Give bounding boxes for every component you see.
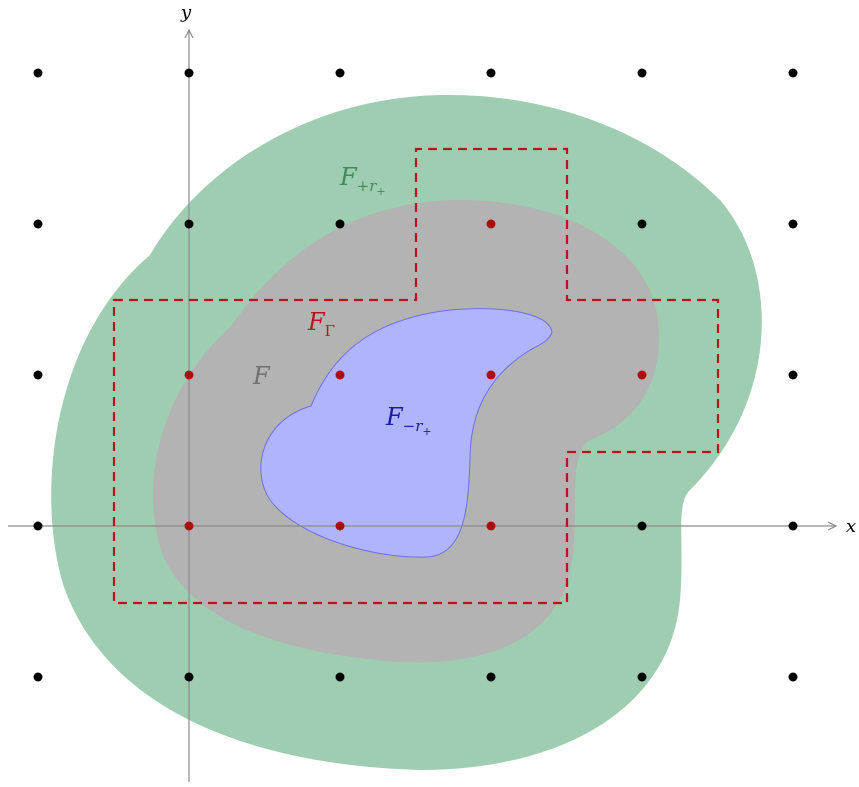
lattice-point [335,672,345,682]
lattice-point-highlighted [486,219,496,229]
label-f-minus-r: F−r+ [385,403,432,438]
lattice-point [33,219,43,229]
lattice-point [184,672,194,682]
lattice-point [788,68,798,78]
label-f: F [252,362,271,390]
lattice-point [335,219,345,229]
lattice-point [335,68,345,78]
lattice-points [33,68,798,682]
lattice-point-highlighted [486,521,496,531]
y-axis-label: y [180,2,192,23]
lattice-point [33,672,43,682]
lattice-point [637,68,647,78]
lattice-point-highlighted [335,521,345,531]
lattice-point-highlighted [637,370,647,380]
lattice-point [33,370,43,380]
gamma-region-f-gamma [112,147,720,605]
lattice-point [788,370,798,380]
lattice-point-highlighted [335,370,345,380]
lattice-point [788,521,798,531]
lattice-point [184,219,194,229]
lattice-point-highlighted [486,370,496,380]
lattice-point [486,672,496,682]
lattice-point [33,68,43,78]
label-f-plus-r: F+r+ [339,163,386,198]
lattice-point [486,68,496,78]
lattice-point-highlighted [184,370,194,380]
lattice-point-highlighted [184,521,194,531]
lattice-point [184,68,194,78]
label-f-gamma: FΓ [307,308,335,340]
lattice-point [637,521,647,531]
lattice-point [637,219,647,229]
lattice-point [788,219,798,229]
inner-region-f-minus-r [260,308,553,558]
lattice-point [33,521,43,531]
lattice-point [637,672,647,682]
lattice-point [788,672,798,682]
x-axis-label: x [846,516,856,537]
